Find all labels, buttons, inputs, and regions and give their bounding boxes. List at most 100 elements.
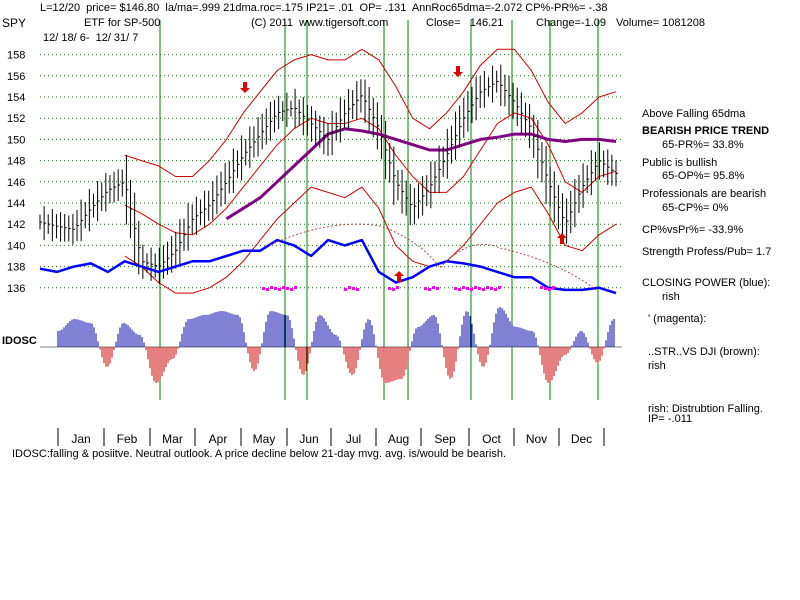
month-label: Dec	[571, 432, 592, 446]
side-line-15: rish: Distrubtion Falling.	[648, 403, 763, 415]
month-label: Mar	[162, 432, 183, 446]
magenta-mark	[482, 288, 485, 291]
bollinger-bands	[124, 48, 617, 294]
side-line-1: Above Falling 65dma	[642, 108, 746, 120]
magenta-mark	[458, 288, 461, 291]
magenta-mark	[352, 287, 355, 290]
y-tick-label: 136	[7, 283, 25, 295]
magenta-mark	[270, 286, 273, 289]
copyright-label: (C) 2011 www.tigersoft.com	[251, 17, 389, 29]
month-label: Oct	[482, 432, 501, 446]
magenta-mark	[436, 287, 439, 290]
month-axis: Jan Feb Mar Apr May Jun Jul Aug Sep Oct Nov Dec	[57, 428, 605, 446]
y-tick-label: 158	[7, 50, 25, 62]
magenta-mark	[428, 288, 431, 291]
y-axis-labels: 136 138 140 142 144 146 148 150 152 154 156 158	[7, 50, 25, 295]
side-line-3: 65-PR%= 33.8%	[662, 139, 744, 151]
bottom-note: IDOSC:falling & posiitve. Neutral outloo…	[12, 448, 507, 460]
magenta-mark	[552, 286, 555, 289]
magenta-mark	[454, 287, 457, 290]
price-series	[39, 64, 618, 285]
closing-power-line	[39, 238, 617, 295]
magenta-mark	[274, 287, 277, 290]
side-line-10: CLOSING POWER (blue):	[642, 277, 771, 289]
sell-arrow	[453, 66, 463, 77]
magenta-mark	[544, 287, 547, 290]
magenta-mark	[474, 286, 477, 289]
side-line-2: BEARISH PRICE TREND	[642, 125, 770, 137]
magenta-mark	[490, 287, 493, 290]
magenta-mark	[392, 288, 395, 291]
magenta-mark	[262, 287, 265, 290]
closing-power-series	[39, 223, 617, 295]
date-range-label: 12/ 18/ 6- 12/ 31/ 7	[43, 32, 139, 44]
magenta-mark	[286, 287, 289, 290]
y-tick-label: 148	[7, 156, 25, 168]
magenta-mark	[282, 286, 285, 289]
month-label: Jul	[346, 432, 361, 446]
y-tick-label: 146	[7, 177, 25, 189]
ma65-line	[225, 127, 617, 221]
month-label: Apr	[209, 432, 228, 446]
magenta-mark	[348, 286, 351, 289]
buy-arrow	[557, 233, 567, 244]
side-line-11: rish	[662, 291, 680, 303]
magenta-mark	[462, 286, 465, 289]
header-stats: L=12/20 price= $146.80 la/ma=.999 21dma.…	[40, 2, 608, 14]
magenta-mark	[396, 286, 399, 289]
magenta-mark	[548, 288, 551, 291]
y-tick-label: 152	[7, 113, 25, 125]
magenta-mark	[466, 287, 469, 290]
y-tick-label: 138	[7, 262, 25, 274]
side-line-14: rish	[648, 360, 666, 372]
magenta-mark	[498, 286, 501, 289]
magenta-mark	[486, 286, 489, 289]
grid-lines	[40, 54, 622, 289]
idosc-histogram	[40, 307, 622, 383]
side-line-5: 65-OP%= 95.8%	[662, 170, 745, 182]
magenta-mark	[290, 288, 293, 291]
change-label: Change=-1.09	[536, 17, 607, 29]
y-tick-label: 156	[7, 71, 25, 83]
magenta-mark	[344, 288, 347, 291]
magenta-mark	[388, 287, 391, 290]
ticker-label: SPY	[2, 16, 27, 30]
magenta-mark	[278, 288, 281, 291]
volume-label: Volume= 1081208	[616, 17, 705, 29]
side-line-12: ' (magenta):	[648, 313, 707, 325]
magenta-mark	[356, 288, 359, 291]
side-line-16: IP= -.011	[648, 413, 693, 425]
month-label: May	[253, 432, 276, 446]
indicator-label: IDOSC	[2, 335, 37, 347]
magenta-mark	[432, 286, 435, 289]
y-tick-label: 142	[7, 219, 25, 231]
buy-arrow	[394, 271, 404, 282]
side-line-9: Strength Profess/Pub= 1.7	[642, 246, 772, 258]
signal-arrows	[240, 66, 567, 282]
month-label: Jun	[299, 432, 318, 446]
magenta-mark	[540, 286, 543, 289]
sell-arrow	[240, 82, 250, 93]
side-line-8: CP%vsPr%= -33.9%	[642, 224, 744, 236]
description-label: ETF for SP-500	[84, 17, 161, 29]
side-line-6: Professionals are bearish	[642, 188, 767, 200]
y-tick-label: 154	[7, 92, 25, 104]
y-tick-label: 150	[7, 134, 25, 146]
magenta-mark	[424, 287, 427, 290]
month-label: Jan	[71, 432, 90, 446]
magenta-mark	[478, 287, 481, 290]
magenta-mark	[470, 288, 473, 291]
month-label: Aug	[388, 432, 409, 446]
brown-relative-strength	[269, 223, 597, 291]
y-tick-label: 140	[7, 240, 25, 252]
month-label: Feb	[117, 432, 138, 446]
close-label: Close= 146.21	[426, 17, 504, 29]
side-line-13: ..STR..VS DJI (brown):	[648, 346, 760, 358]
y-tick-label: 144	[7, 198, 25, 210]
lower-band-line	[124, 186, 617, 294]
upper-band-line	[124, 48, 617, 177]
magenta-mark	[494, 288, 497, 291]
magenta-mark	[266, 288, 269, 291]
month-label: Nov	[526, 432, 547, 446]
